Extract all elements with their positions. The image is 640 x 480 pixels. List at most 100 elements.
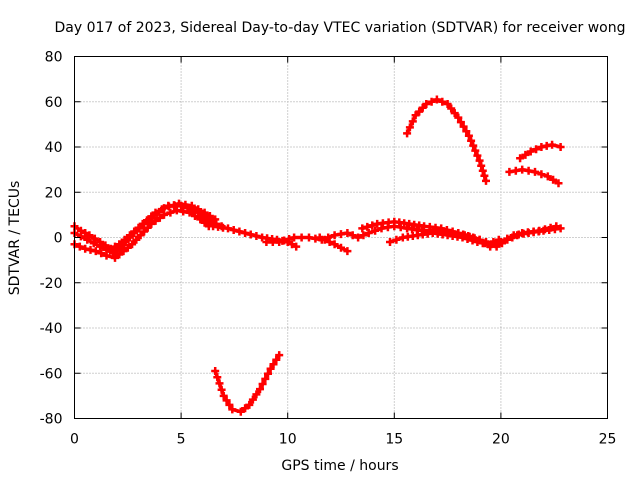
y-tick-label: 20 bbox=[45, 185, 63, 201]
data-point bbox=[343, 247, 352, 256]
data-point bbox=[447, 104, 456, 113]
data-point bbox=[463, 235, 472, 243]
data-point bbox=[211, 215, 220, 224]
data-point bbox=[464, 131, 473, 140]
data-point bbox=[200, 208, 209, 217]
data-point bbox=[256, 385, 264, 394]
x-tick-label: 15 bbox=[385, 432, 403, 448]
data-point bbox=[128, 240, 137, 249]
y-tick-label: 40 bbox=[45, 140, 63, 156]
data-point bbox=[363, 222, 372, 231]
y-tick-label: 0 bbox=[54, 231, 63, 247]
x-tick-label: 10 bbox=[279, 432, 297, 448]
data-point bbox=[229, 226, 238, 234]
data-point bbox=[359, 231, 368, 240]
data-point bbox=[187, 201, 196, 210]
data-point bbox=[482, 176, 490, 185]
data-point bbox=[386, 238, 394, 246]
data-point bbox=[358, 224, 367, 233]
data-point bbox=[552, 222, 561, 231]
data-point bbox=[96, 242, 105, 251]
data-point bbox=[521, 150, 530, 159]
data-point bbox=[473, 151, 482, 160]
data-point bbox=[503, 235, 512, 244]
data-point bbox=[549, 175, 558, 184]
data-point bbox=[543, 172, 552, 181]
series-arc8 bbox=[386, 229, 503, 249]
data-point bbox=[437, 224, 446, 233]
data-point bbox=[246, 230, 255, 239]
data-point bbox=[532, 145, 541, 154]
data-point bbox=[280, 236, 289, 245]
y-tick-label: 80 bbox=[45, 50, 63, 66]
data-point bbox=[315, 233, 324, 242]
data-point bbox=[248, 395, 257, 404]
data-point bbox=[224, 224, 232, 233]
y-tick-label: 60 bbox=[45, 95, 63, 111]
data-point bbox=[272, 355, 281, 364]
data-point bbox=[443, 100, 452, 108]
y-tick-label: -40 bbox=[40, 321, 63, 337]
data-point bbox=[526, 147, 535, 156]
data-point bbox=[147, 219, 156, 228]
data-point bbox=[456, 118, 465, 127]
data-point bbox=[405, 123, 414, 132]
data-point bbox=[275, 238, 284, 246]
data-point bbox=[489, 238, 498, 246]
data-point bbox=[484, 240, 493, 249]
x-tick-label: 20 bbox=[492, 432, 510, 448]
data-point bbox=[258, 380, 267, 388]
data-point bbox=[531, 167, 539, 176]
data-point bbox=[166, 208, 175, 217]
y-axis-label: SDTVAR / TECUs bbox=[7, 181, 23, 296]
data-point bbox=[494, 235, 503, 244]
data-point bbox=[403, 129, 412, 138]
data-point bbox=[508, 233, 517, 242]
data-point bbox=[125, 233, 134, 242]
data-point bbox=[427, 97, 436, 106]
data-point bbox=[200, 218, 209, 227]
y-tick-label: -80 bbox=[40, 412, 63, 428]
x-tick-label: 5 bbox=[177, 432, 186, 448]
data-point bbox=[264, 369, 272, 378]
data-point bbox=[111, 253, 119, 262]
data-point bbox=[102, 245, 111, 254]
data-point bbox=[546, 223, 555, 232]
data-point bbox=[364, 229, 373, 237]
data-point bbox=[468, 236, 477, 245]
data-point bbox=[462, 127, 471, 136]
data-point bbox=[475, 156, 484, 165]
data-point bbox=[337, 243, 345, 252]
data-point bbox=[422, 100, 431, 108]
data-point bbox=[191, 212, 199, 220]
data-point bbox=[132, 235, 141, 244]
data-point bbox=[185, 208, 194, 217]
data-point bbox=[121, 238, 130, 246]
data-point bbox=[83, 235, 92, 244]
data-point bbox=[478, 166, 487, 175]
data-point bbox=[219, 391, 228, 400]
data-point bbox=[320, 235, 329, 244]
data-point bbox=[81, 229, 90, 237]
data-point bbox=[492, 242, 501, 251]
data-point bbox=[330, 240, 339, 249]
data-point bbox=[213, 373, 222, 382]
data-point bbox=[225, 400, 234, 409]
data-point bbox=[217, 385, 226, 394]
data-point bbox=[408, 117, 417, 126]
series-arc10 bbox=[211, 351, 284, 416]
data-point bbox=[151, 216, 160, 225]
data-point bbox=[554, 179, 563, 188]
data-point bbox=[205, 212, 214, 220]
plot-area bbox=[70, 95, 565, 416]
data-point bbox=[113, 245, 122, 254]
data-point bbox=[235, 227, 244, 236]
data-point bbox=[155, 207, 164, 216]
data-point bbox=[241, 229, 250, 237]
data-point bbox=[170, 201, 178, 210]
data-point bbox=[450, 109, 459, 118]
data-point bbox=[160, 210, 168, 219]
data-point bbox=[140, 219, 149, 228]
data-point bbox=[252, 390, 261, 399]
data-point bbox=[245, 400, 254, 409]
